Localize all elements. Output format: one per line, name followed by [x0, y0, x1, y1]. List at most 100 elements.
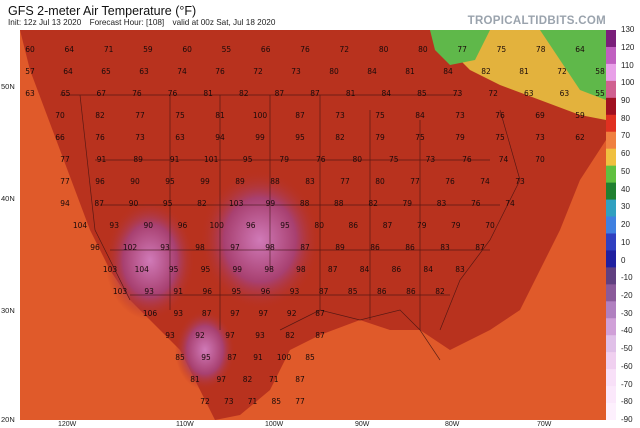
temperature-value: 73 — [135, 133, 145, 142]
temperature-value: 74 — [177, 67, 187, 76]
temperature-value: 79 — [375, 133, 385, 142]
map-title: GFS 2-meter Air Temperature (°F) — [8, 4, 197, 18]
temperature-value: 82 — [243, 375, 253, 384]
temperature-value: 70 — [55, 111, 65, 120]
gulf-coast — [279, 309, 441, 361]
temperature-value: 83 — [437, 199, 447, 208]
colorbar-segment — [606, 199, 616, 218]
temperature-value: 80 — [375, 177, 385, 186]
temperature-value: 93 — [290, 287, 300, 296]
lon-label-120w: 120W — [58, 421, 77, 428]
temperature-value: 81 — [190, 375, 200, 384]
temperature-value: 73 — [291, 67, 301, 76]
temperature-value: 84 — [367, 67, 377, 76]
temperature-value: 73 — [335, 111, 345, 120]
temperature-value: 82 — [481, 67, 491, 76]
colorbar-segment — [606, 301, 616, 319]
temperature-value: 91 — [173, 287, 183, 296]
temperature-value: 85 — [272, 397, 282, 406]
temperature-value: 77 — [410, 177, 420, 186]
temperature-value: 102 — [123, 243, 138, 252]
temperature-labels: 60 64 71 59 60 55 66 76 72 80 80 77 75 78 64 57 64 65 63 74… — [25, 45, 605, 406]
colorbar-segment — [606, 131, 616, 150]
forest-region-labrador — [540, 30, 606, 100]
temperature-value: 93 — [165, 331, 175, 340]
temperature-value: 97 — [230, 243, 240, 252]
lat-label-40n: 40N — [1, 194, 15, 203]
forecast-hour: Forecast Hour: [108] — [89, 18, 165, 27]
colorbar-label: 90 — [621, 95, 630, 105]
temperature-value: 78 — [536, 45, 546, 54]
temperature-map[interactable]: 60 64 71 59 60 55 66 76 72 80 80 77 75 78 64 57 64 65 63 74… — [20, 30, 606, 420]
temperature-value: 80 — [418, 45, 428, 54]
temperature-value: 73 — [535, 133, 545, 142]
temperature-value: 74 — [499, 155, 509, 164]
temperature-value: 76 — [462, 155, 472, 164]
temperature-value: 76 — [168, 89, 178, 98]
temperature-value: 86 — [392, 265, 402, 274]
temperature-value: 75 — [415, 133, 425, 142]
temperature-value: 96 — [246, 221, 256, 230]
temperature-value: 58 — [595, 67, 605, 76]
temperature-value: 83 — [440, 243, 450, 252]
temperature-value: 65 — [101, 67, 111, 76]
temperature-value: 92 — [195, 331, 205, 340]
temperature-value: 84 — [382, 89, 392, 98]
temperature-value: 70 — [535, 155, 545, 164]
temperature-value: 84 — [443, 67, 453, 76]
colorbar-segment — [606, 148, 616, 167]
temperature-value: 82 — [197, 199, 207, 208]
boundaries — [60, 94, 521, 361]
colorbar-label: -20 — [621, 290, 633, 300]
temperature-value: 87 — [383, 221, 393, 230]
temperature-value: 94 — [215, 133, 225, 142]
temperature-value: 97 — [230, 309, 240, 318]
temperature-value: 76 — [495, 111, 505, 120]
lon-label-100w: 100W — [265, 421, 284, 428]
colorbar-segment — [606, 284, 616, 302]
temperature-value: 87 — [300, 243, 310, 252]
lon-label-90w: 90W — [355, 421, 370, 428]
temperature-value: 72 — [340, 45, 350, 54]
temperature-value: 95 — [232, 287, 242, 296]
temperature-value: 98 — [265, 243, 275, 252]
colorbar-segment — [606, 216, 616, 234]
temperature-value: 93 — [144, 287, 154, 296]
temperature-value: 91 — [253, 353, 263, 362]
temperature-value: 83 — [305, 177, 315, 186]
colorbar-segment — [606, 335, 616, 353]
temperature-value: 85 — [175, 353, 185, 362]
colorbar-label: 110 — [621, 60, 634, 70]
brand-logo-text: TROPICALTIDBITS.COM — [467, 15, 606, 27]
temperature-value: 87 — [475, 243, 485, 252]
colorbar-label: 50 — [621, 166, 630, 176]
temperature-value: 95 — [243, 155, 253, 164]
temperature-value: 79 — [417, 221, 427, 230]
temperature-value: 72 — [253, 67, 263, 76]
temperature-value: 81 — [215, 111, 225, 120]
temperature-value: 85 — [417, 89, 427, 98]
colorbar-label: 10 — [621, 237, 630, 247]
lon-label-80w: 80W — [445, 421, 460, 428]
temperature-value: 91 — [170, 155, 180, 164]
temperature-value: 95 — [163, 199, 173, 208]
colorbar-label: -40 — [621, 326, 633, 336]
colorbar-label: 20 — [621, 220, 630, 229]
temperature-value: 74 — [505, 199, 515, 208]
colorbar-segment — [606, 97, 616, 116]
temperature-value: 98 — [264, 265, 274, 274]
temperature-value: 93 — [174, 309, 184, 318]
lon-label-70w: 70W — [537, 421, 552, 428]
temperature-value: 64 — [63, 67, 73, 76]
temperature-value: 95 — [201, 353, 211, 362]
colorbar-label: -60 — [621, 361, 633, 371]
temperature-value: 106 — [143, 309, 158, 318]
temperature-value: 87 — [328, 265, 338, 274]
temperature-value: 76 — [471, 199, 481, 208]
temperature-value: 82 — [95, 111, 105, 120]
temperature-value: 79 — [455, 133, 465, 142]
temperature-value: 77 — [60, 177, 70, 186]
temperature-value: 95 — [165, 177, 175, 186]
temperature-value: 99 — [200, 177, 210, 186]
temperature-value: 71 — [248, 397, 258, 406]
